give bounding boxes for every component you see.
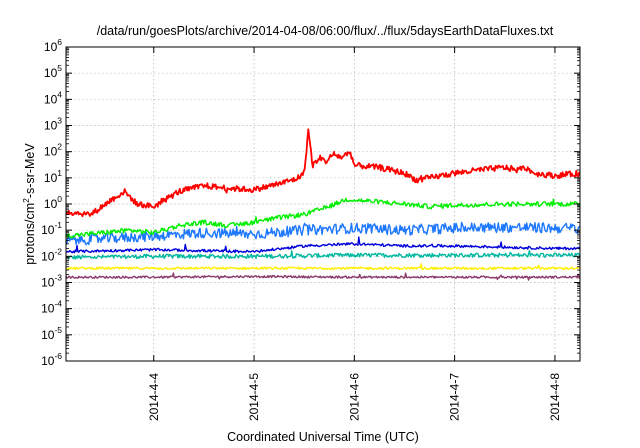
y-axis-label-suffix: -s-sr-MeV	[23, 143, 37, 199]
y-tick-label: 10-5	[41, 325, 62, 342]
y-tick-label: 10-1	[41, 220, 62, 237]
y-axis-ticks: 10-6 10-5 10-4 10-3 10-2 10-1 100 101 102 103 104 1…	[41, 37, 580, 368]
x-tick-label: 2014-4-6	[347, 373, 361, 421]
series-line-6	[65, 263, 581, 271]
series-line-4	[65, 236, 581, 254]
y-tick-label: 105	[44, 63, 62, 80]
x-tick-label: 2014-4-5	[247, 373, 261, 421]
y-tick-label: 104	[44, 89, 62, 106]
series-layer	[65, 128, 581, 281]
x-axis-ticks: 2014-4-4 2014-4-5 2014-4-6 2014-4-7 2014-4-8	[147, 47, 562, 421]
x-tick-label: 2014-4-4	[147, 373, 161, 421]
y-tick-label: 10-3	[41, 273, 62, 290]
series-line-2	[65, 197, 581, 239]
series-line-5	[65, 249, 581, 260]
y-axis-label-prefix: protons/cm	[23, 203, 37, 265]
series-line-7	[65, 272, 581, 281]
y-tick-label: 10-2	[41, 246, 62, 263]
chart-title: /data/run/goesPlots/archive/2014-04-08/0…	[97, 24, 554, 38]
series-line-1	[65, 128, 581, 218]
y-tick-label: 10-6	[41, 351, 62, 368]
x-tick-label: 2014-4-8	[548, 373, 562, 421]
y-tick-label: 100	[44, 194, 62, 211]
y-tick-label: 106	[44, 37, 62, 54]
y-tick-label: 101	[44, 168, 62, 185]
series-line-3	[65, 221, 581, 246]
y-axis-label: protons/cm2-s-sr-MeV	[21, 143, 37, 265]
y-axis-label-sup: 2	[21, 198, 31, 203]
y-tick-label: 102	[44, 142, 62, 159]
x-axis-label: Coordinated Universal Time (UTC)	[227, 430, 419, 444]
y-tick-label: 10-4	[41, 299, 62, 316]
y-tick-label: 103	[44, 116, 62, 133]
x-tick-label: 2014-4-7	[448, 373, 462, 421]
